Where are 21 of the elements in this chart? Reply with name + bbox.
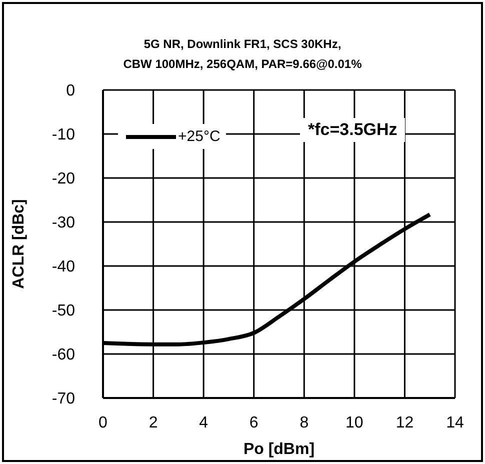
y-tick-label: 0	[66, 82, 76, 100]
legend-label: +25°C	[178, 128, 220, 145]
y-tick-label: -70	[52, 390, 76, 408]
y-tick-label: -10	[52, 126, 76, 144]
y-tick-label: -20	[52, 170, 76, 188]
y-tick-label: -40	[52, 258, 76, 276]
x-axis-title: Po [dBm]	[243, 441, 315, 458]
x-tick-label: 10	[346, 414, 364, 432]
y-axis-title: ACLR [dBc]	[10, 199, 28, 289]
x-tick-label: 8	[300, 414, 309, 432]
x-tick-label: 0	[98, 414, 108, 432]
x-tick-label: 6	[249, 414, 258, 432]
y-tick-label: -30	[52, 214, 76, 232]
x-tick-label: 4	[199, 414, 208, 432]
x-tick-label: 14	[446, 414, 464, 432]
x-tick-label: 2	[148, 414, 158, 432]
y-tick-label: -50	[52, 302, 76, 320]
chart-title: 5G NR, Downlink FR1, SCS 30KHz, CBW 100MHz, 256QAM, PAR=9.66@0.01%	[122, 36, 363, 73]
x-tick-label: 12	[396, 414, 414, 432]
y-tick-label: -60	[52, 346, 76, 364]
annotation: *fc=3.5GHz	[300, 118, 406, 142]
